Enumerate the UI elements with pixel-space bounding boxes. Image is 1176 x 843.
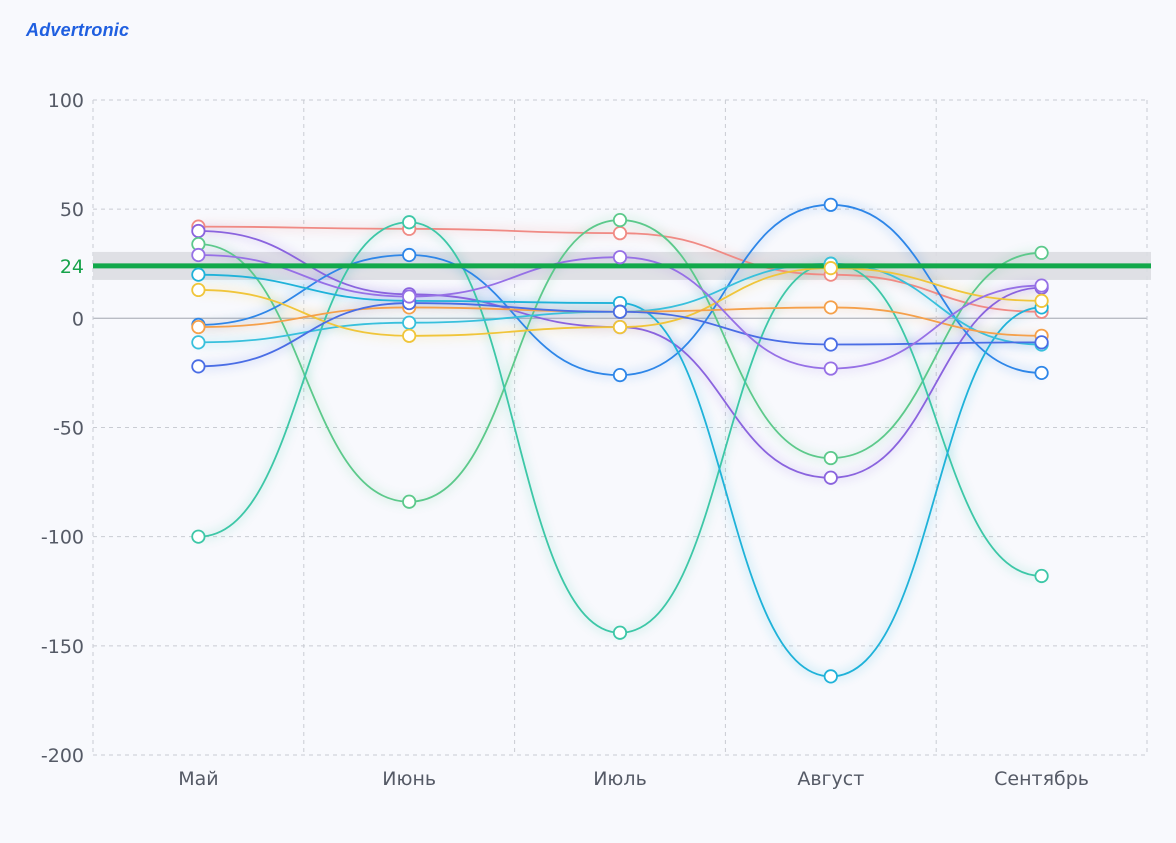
x-tick-label: Июнь [382, 768, 436, 790]
data-point [612, 304, 628, 319]
data-point [823, 261, 838, 276]
data-point [402, 247, 417, 263]
data-point [1034, 568, 1049, 584]
y-tick-label: 50 [60, 199, 84, 221]
data-point [191, 282, 206, 298]
series-point-layer [191, 197, 1049, 684]
x-tick-label: Сентябрь [994, 768, 1089, 790]
data-point [1034, 335, 1049, 350]
brand-logo: Advertronic [26, 20, 130, 40]
series-line [198, 254, 1042, 370]
reference-line-label: 24 [60, 256, 84, 278]
series-glow [198, 271, 1042, 680]
data-point [1034, 293, 1049, 308]
data-point [823, 470, 838, 485]
data-point [823, 450, 838, 466]
x-tick-label: Май [178, 768, 218, 790]
data-point [612, 250, 628, 265]
data-point [402, 328, 417, 343]
data-point [402, 289, 417, 304]
data-point [191, 319, 206, 335]
data-point [612, 625, 628, 640]
chart-grid [92, 99, 1148, 756]
data-point [612, 367, 628, 383]
y-tick-label: -50 [53, 418, 84, 440]
y-tick-label: -200 [41, 745, 84, 767]
y-tick-label: 100 [48, 90, 84, 112]
y-tick-label: 0 [72, 308, 84, 330]
data-point [612, 319, 628, 335]
data-point [1034, 365, 1049, 381]
data-point [191, 267, 206, 282]
data-point [191, 247, 206, 263]
data-point [1034, 245, 1049, 260]
data-point [402, 315, 417, 330]
data-point [191, 529, 206, 544]
data-point [823, 300, 838, 315]
data-point [612, 212, 628, 228]
data-point [1034, 278, 1049, 293]
data-point [823, 197, 838, 212]
x-tick-label: Август [797, 768, 864, 790]
data-point [612, 226, 628, 241]
x-tick-label: Июль [593, 768, 647, 790]
series-line [198, 230, 1042, 479]
y-tick-label: -100 [41, 527, 84, 549]
series-line [198, 273, 1042, 678]
data-point [402, 215, 417, 230]
data-point [191, 359, 206, 374]
axis-labels: 100 50 0 -50 -100 -150 -200 Май Июнь Июль Август Се… [41, 90, 1089, 790]
data-point [823, 337, 838, 352]
data-point [191, 335, 206, 350]
data-point [402, 494, 417, 509]
data-point [823, 361, 838, 376]
y-tick-label: -150 [41, 636, 84, 658]
data-point [823, 669, 838, 684]
data-point [191, 223, 206, 239]
